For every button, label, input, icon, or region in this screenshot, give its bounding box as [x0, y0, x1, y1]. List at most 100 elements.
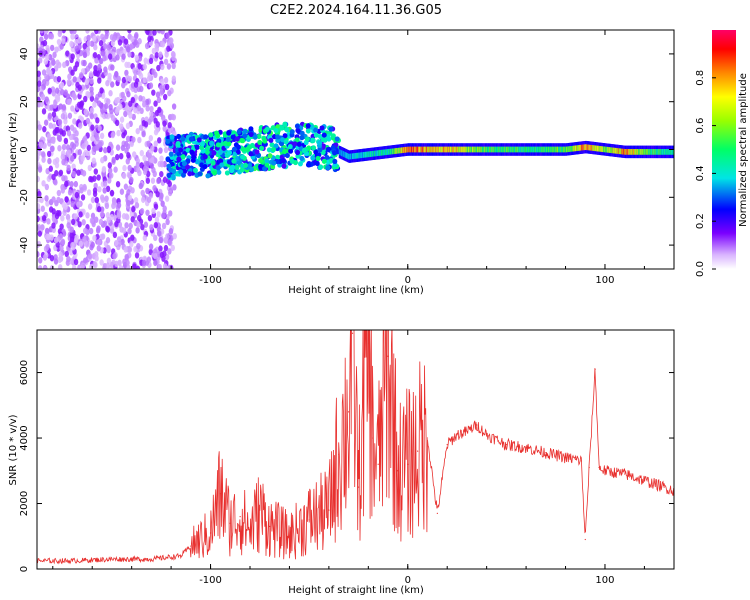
heatmap-cell — [78, 72, 84, 79]
heatmap-cell — [271, 146, 277, 153]
heatmap-cell — [97, 63, 102, 71]
heatmap-cell — [610, 147, 612, 153]
heatmap-cell — [159, 251, 165, 259]
heatmap-cell — [134, 202, 140, 209]
heatmap-cell — [632, 149, 634, 155]
heatmap-cell — [82, 59, 87, 67]
heatmap-cell — [275, 134, 281, 140]
heatmap-cell — [479, 146, 481, 153]
heatmap-cell — [139, 162, 144, 169]
figure-title: C2E2.2024.164.11.36.G05 — [270, 3, 442, 18]
heatmap-cell — [149, 162, 155, 169]
heatmap-cell — [146, 140, 151, 147]
snr-series-line — [37, 330, 674, 565]
heatmap-cell — [116, 210, 122, 217]
heatmap-cell — [464, 146, 466, 153]
heatmap-cell — [568, 146, 570, 152]
heatmap-cell — [557, 146, 559, 153]
heatmap-cell — [344, 151, 346, 158]
heatmap-cell — [139, 149, 144, 157]
heatmap-cell — [42, 254, 48, 261]
heatmap-cell — [133, 107, 138, 114]
heatmap-cell — [48, 122, 53, 129]
heatmap-cell — [339, 149, 341, 156]
heatmap-cell — [571, 145, 573, 152]
heatmap-cell — [102, 180, 108, 187]
heatmap-cell — [89, 112, 94, 120]
heatmap-cell — [371, 151, 373, 157]
heatmap-cell — [76, 201, 81, 208]
heatmap-cell — [215, 133, 221, 139]
heatmap-cell — [578, 145, 580, 151]
heatmap-cell — [642, 149, 644, 155]
heatmap-cell — [377, 150, 379, 157]
heatmap-cell — [92, 35, 97, 42]
heatmap-cell — [284, 127, 290, 133]
heatmap-cell — [442, 146, 444, 153]
heatmap-cell — [254, 149, 260, 155]
heatmap-cell — [640, 149, 642, 155]
heatmap-cell — [37, 190, 42, 198]
heatmap-cell — [65, 144, 71, 151]
heatmap-cell — [461, 146, 463, 153]
heatmap-cell — [282, 121, 288, 127]
heatmap-cell — [60, 187, 66, 194]
heatmap-cell — [256, 133, 262, 140]
heatmap-cell — [149, 105, 154, 113]
heatmap-cell — [185, 147, 191, 153]
heatmap-cell — [84, 78, 89, 86]
heatmap-cell — [45, 228, 50, 235]
heatmap-cell — [234, 164, 240, 171]
heatmap-cell — [625, 149, 628, 155]
heatmap-cell — [130, 234, 135, 241]
heatmap-cell — [483, 146, 485, 153]
colorbar-label: Normalized spectral amplitude — [738, 73, 749, 227]
heatmap-cell — [500, 146, 503, 153]
heatmap-cell — [169, 42, 175, 49]
heatmap-cell — [64, 180, 69, 188]
snr-data-point — [219, 493, 222, 495]
heatmap-cell — [69, 124, 75, 131]
heatmap-cell — [96, 205, 102, 213]
snr-data-point — [624, 473, 626, 475]
heatmap-cell — [362, 152, 365, 158]
heatmap-cell — [603, 146, 605, 153]
heatmap-cell — [459, 146, 461, 153]
heatmap-cell — [74, 130, 79, 137]
heatmap-cell — [60, 153, 65, 161]
heatmap-cell — [581, 144, 584, 151]
heatmap-cell — [535, 146, 537, 153]
heatmap-cell — [661, 149, 664, 155]
heatmap-cell — [294, 137, 300, 143]
heatmap-cell — [215, 165, 221, 171]
heatmap-cell — [37, 224, 40, 232]
heatmap-cell — [664, 149, 666, 155]
heatmap-cell — [596, 145, 599, 152]
heatmap-cell — [60, 113, 66, 120]
heatmap-cell — [47, 32, 53, 40]
heatmap-cell — [343, 151, 345, 158]
snr-x-label: Height of straight line (km) — [288, 585, 424, 596]
heatmap-cell — [402, 147, 405, 153]
heatmap-cell — [503, 146, 506, 153]
heatmap-cell — [137, 63, 142, 70]
heatmap-cell — [160, 30, 165, 35]
heatmap-cell — [97, 125, 102, 132]
heatmap-cell — [124, 69, 129, 77]
heatmap-cell — [51, 90, 56, 97]
heatmap-cell — [281, 163, 287, 169]
heatmap-cell — [147, 152, 152, 159]
heatmap-cell — [353, 153, 355, 159]
heatmap-cell — [405, 146, 407, 153]
heatmap-cell — [77, 149, 82, 156]
heatmap-cell — [672, 149, 674, 155]
snr-data-point — [598, 466, 600, 469]
heatmap-cell — [667, 149, 670, 155]
heatmap-cell — [46, 150, 52, 158]
heatmap-cell — [569, 146, 572, 152]
heatmap-cell — [422, 146, 424, 153]
heatmap-cell — [153, 100, 158, 107]
heatmap-cell — [77, 84, 82, 91]
heatmap-cell — [134, 252, 140, 259]
heatmap-cell — [171, 62, 176, 70]
